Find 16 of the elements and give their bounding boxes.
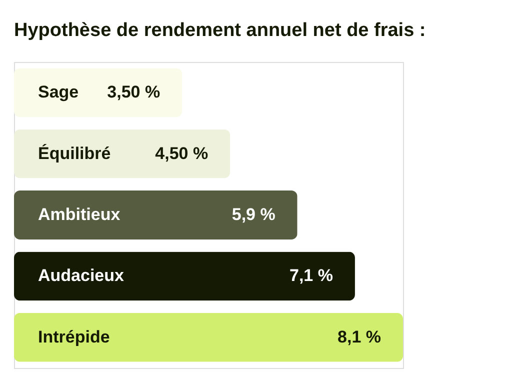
data-label: 4,50 % [155, 144, 208, 163]
y-tick-label: Équilibré [38, 142, 111, 163]
bar [14, 129, 230, 178]
bar [14, 252, 355, 301]
chart-title: Hypothèse de rendement annuel net de frais : [14, 20, 426, 41]
y-tick-label: Ambitieux [38, 205, 121, 224]
y-tick-label: Intrépide [38, 327, 110, 346]
data-label: 7,1 % [289, 266, 333, 286]
y-tick-label: Audacieux [38, 266, 125, 286]
y-tick-label: Sage [38, 82, 79, 102]
bar [14, 190, 298, 240]
data-label: 5,9 % [232, 205, 276, 224]
bar [14, 68, 182, 118]
data-label: 8,1 % [338, 327, 381, 346]
data-label: 3,50 % [107, 82, 160, 102]
bar [14, 312, 403, 362]
